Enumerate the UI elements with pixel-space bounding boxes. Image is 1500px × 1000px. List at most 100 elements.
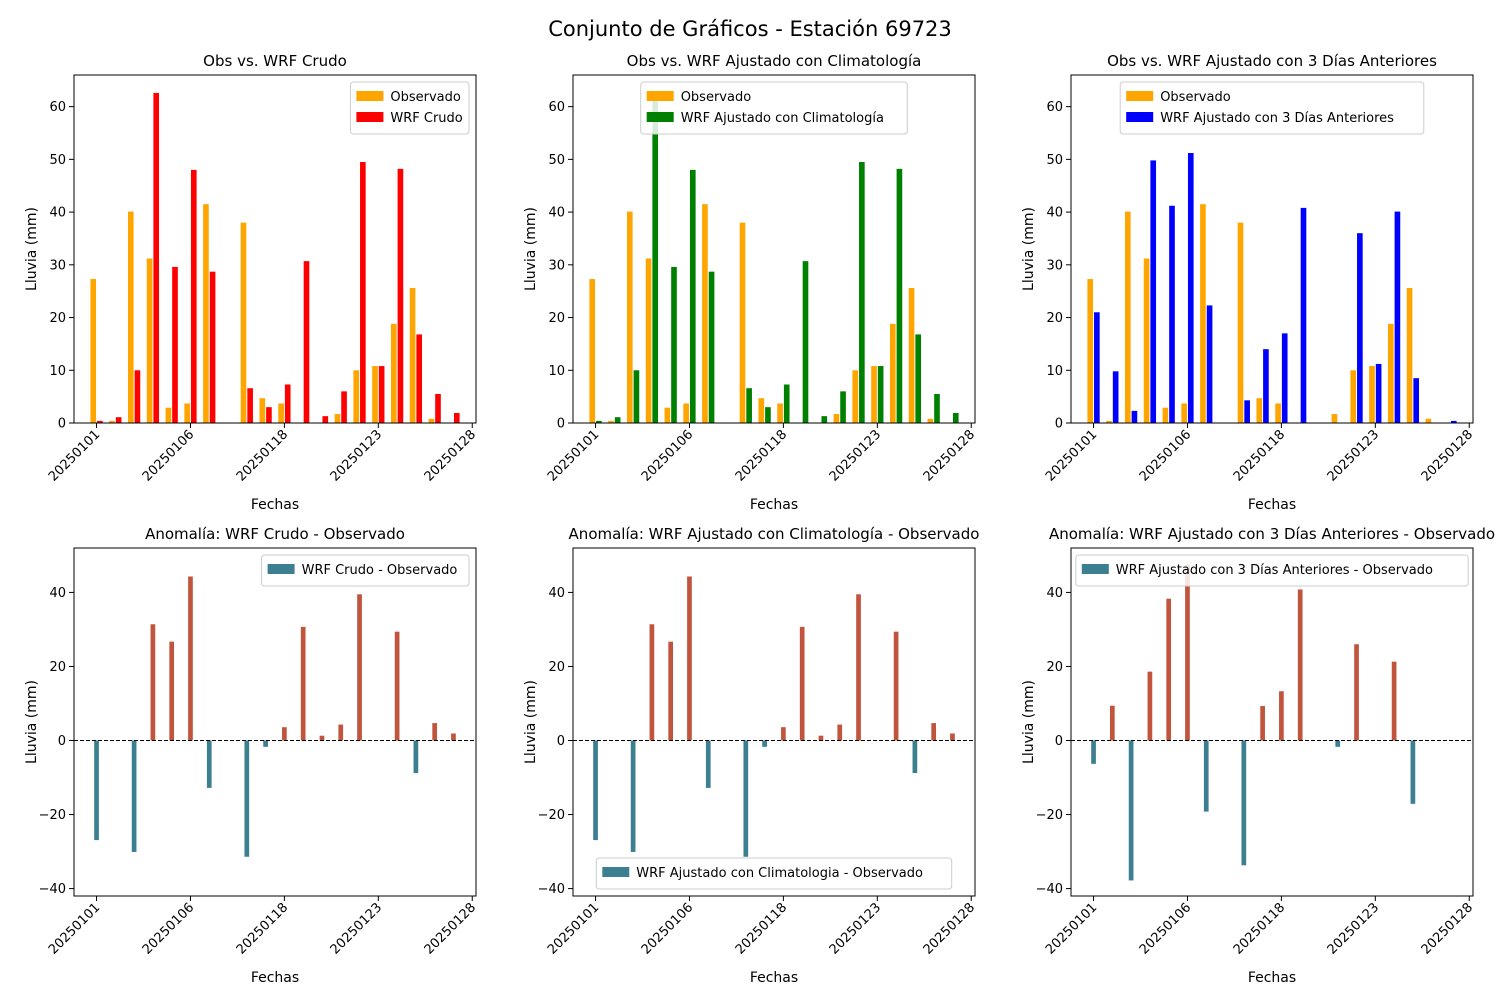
x-tick-label: 20250101 [1043,900,1100,957]
bar-observado [739,222,746,423]
subplot-title: Obs vs. WRF Ajustado con 3 Días Anterior… [1107,52,1437,70]
y-tick-label: 50 [49,153,66,168]
x-tick-label: 20250106 [639,427,696,484]
bar-wrf [802,261,809,423]
bar-observado [278,403,284,423]
y-tick-label: 40 [548,206,565,221]
x-axis-label: Fechas [1248,497,1296,513]
legend-label: WRF Ajustado con Climatologia - Observad… [636,866,923,881]
bar-wrf [877,366,884,423]
bar-anomaly [1147,671,1153,741]
bar-observado [1143,258,1150,423]
y-tick-label: 40 [49,206,66,221]
bar-observado [589,279,596,423]
subplot-title: Anomalía: WRF Crudo - Observado [145,525,405,543]
bar-anomaly [1185,564,1190,741]
x-axis-label: Fechas [251,970,299,986]
bar-wrf [821,416,828,423]
bar-anomaly [593,740,598,841]
bar-wrf [765,407,771,423]
y-tick-label: 10 [1046,364,1063,379]
y-tick-label: 30 [49,258,66,273]
legend-swatch [602,867,630,877]
bar-observado [1331,414,1338,423]
x-tick-label: 20250128 [422,427,479,484]
legend-swatch [1126,91,1154,101]
figure-title: Conjunto de Gráficos - Estación 69723 [548,17,952,41]
bar-wrf [783,384,790,423]
bar-wrf [322,416,329,423]
bar-wrf [266,407,272,423]
subplot-title: Anomalía: WRF Ajustado con Climatología … [569,525,980,543]
bar-observado [428,418,435,423]
x-tick-label: 20250106 [140,427,197,484]
bar-anomaly [1109,705,1115,741]
bar-observado [127,211,134,423]
y-tick-label: −20 [538,808,565,823]
y-axis-label: Lluvia (mm) [1021,207,1037,291]
x-tick-label: 20250123 [827,427,884,484]
y-tick-label: 30 [548,258,565,273]
bar-wrf [247,388,253,423]
bar-wrf [1206,305,1213,423]
y-tick-label: 0 [1055,417,1063,432]
y-tick-label: 50 [1046,153,1063,168]
bar-anomaly [818,735,824,741]
bar-observado [90,279,97,423]
legend-swatch [646,91,674,101]
legend-swatch [356,91,384,101]
axes-frame [1070,547,1474,897]
y-tick-label: 20 [49,311,66,326]
x-tick-label: 20250128 [1419,427,1476,484]
bar-wrf [397,168,404,423]
bar-wrf [859,162,865,423]
x-tick-label: 20250118 [1231,427,1288,484]
x-tick-label: 20250123 [827,900,884,957]
bar-observado [1124,211,1131,423]
x-axis-label: Fechas [750,497,798,513]
bar-wrf [1281,333,1288,423]
bar-observado [146,258,153,423]
axes-frame [73,547,477,897]
bar-anomaly [687,576,692,741]
y-tick-label: 40 [1046,586,1063,601]
bar-anomaly [649,624,655,741]
y-tick-label: −40 [39,882,66,897]
bar-wrf [453,412,460,423]
bar-wrf [840,391,846,423]
y-tick-label: 40 [49,586,66,601]
y-tick-label: 50 [548,153,565,168]
legend-box [261,554,470,587]
bar-anomaly [206,740,212,788]
bar-observado [626,211,633,423]
legend-swatch [356,112,384,122]
bar-anomaly [1241,740,1247,866]
legend-label: WRF Crudo - Observado [302,563,458,578]
bar-anomaly [799,626,805,741]
bar-wrf [153,92,160,423]
bar-observado [1275,403,1281,423]
subplot-6: Anomalía: WRF Ajustado con 3 Días Anteri… [1021,525,1495,986]
bar-observado [1387,323,1394,423]
bar-anomaly [1391,661,1397,741]
legend-box [1075,554,1469,587]
y-axis-label: Lluvia (mm) [523,680,539,764]
legend-swatch [646,112,674,122]
bar-wrf [416,334,423,423]
bar-anomaly [394,631,400,741]
bar-wrf [97,420,103,423]
legend-label: WRF Ajustado con 3 Días Anteriores [1160,111,1394,126]
bar-wrf [134,370,141,423]
bar-wrf [1094,312,1100,423]
bar-anomaly [1166,598,1172,741]
bar-anomaly [150,624,156,741]
bar-wrf [1169,205,1175,423]
x-tick-label: 20250118 [1231,900,1288,957]
legend-label: Observado [1160,90,1231,105]
axes-frame [572,74,976,424]
y-tick-label: −40 [1036,882,1063,897]
bar-observado [259,398,266,423]
bar-anomaly [743,740,749,857]
bar-anomaly [781,727,786,741]
bar-wrf [1187,153,1194,423]
